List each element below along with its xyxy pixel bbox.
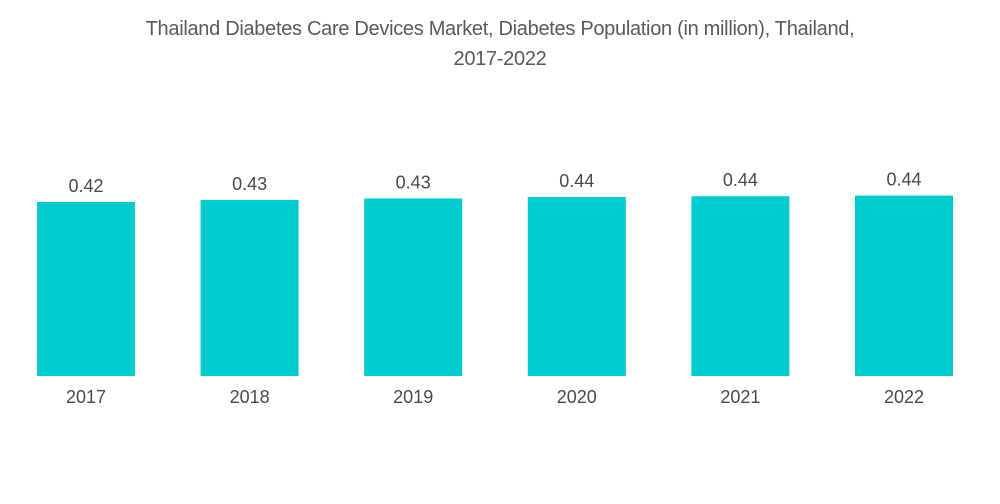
- data-label-2022: 0.44: [886, 170, 921, 190]
- bar-2019: [364, 198, 463, 376]
- x-tick-2017: 2017: [66, 387, 106, 407]
- chart-title-line1: Thailand Diabetes Care Devices Market, D…: [145, 18, 855, 40]
- data-label-2017: 0.42: [68, 176, 103, 196]
- data-label-2019: 0.43: [396, 172, 431, 192]
- bar-2020: [527, 197, 626, 376]
- x-tick-2020: 2020: [557, 387, 597, 407]
- data-label-2020: 0.44: [559, 171, 594, 191]
- data-label-2018: 0.43: [232, 174, 267, 194]
- bar-2022: [855, 195, 953, 376]
- bar-2018: [200, 199, 299, 376]
- x-tick-2022: 2022: [884, 387, 924, 407]
- bar-2017: [37, 202, 135, 376]
- bar-2021: [691, 196, 790, 376]
- x-tick-2019: 2019: [393, 387, 433, 407]
- chart-title-line2: 2017-2022: [453, 48, 547, 70]
- x-tick-2018: 2018: [230, 387, 270, 407]
- chart-title: Thailand Diabetes Care Devices Market, D…: [0, 14, 1000, 74]
- data-label-2021: 0.44: [723, 170, 758, 190]
- x-tick-2021: 2021: [720, 387, 760, 407]
